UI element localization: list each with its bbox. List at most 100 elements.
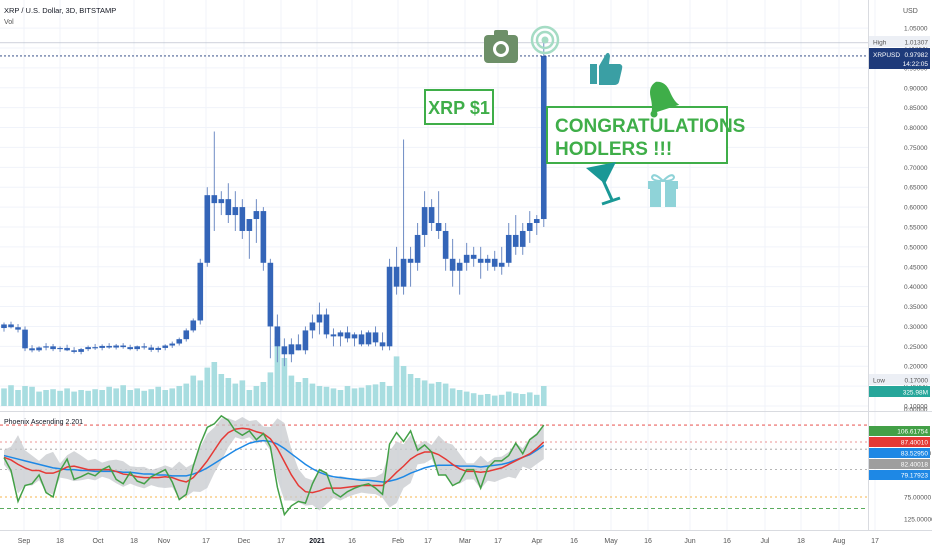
candle-body: [57, 347, 63, 350]
candle-body: [372, 332, 379, 343]
volume-bar: [484, 394, 491, 406]
volume-bar: [358, 387, 365, 406]
candle-body: [484, 258, 491, 263]
congrats-line-2: HODLERS !!!: [555, 139, 672, 160]
volume-bar: [505, 391, 512, 406]
osc-tick-label: 0.00000: [904, 406, 928, 413]
volume-bar: [428, 383, 435, 406]
xrp-1-callout: XRP $1: [424, 89, 494, 125]
volume-bar: [526, 392, 533, 406]
candle-body: [526, 223, 533, 231]
price-tick-label: 0.90000: [904, 85, 928, 92]
high-value: 1.01307: [905, 40, 929, 47]
candle-body: [449, 258, 456, 271]
candle-body: [505, 234, 512, 263]
last-price-badge: XRPUSD 0.97982 14:22:05: [869, 48, 930, 69]
candle-body: [211, 195, 218, 204]
volume-bar: [323, 386, 330, 406]
candle-body: [309, 322, 316, 331]
candle-body: [407, 258, 414, 263]
candle-body: [253, 211, 260, 220]
candle-body: [260, 211, 267, 263]
volume-bar: [127, 390, 133, 406]
candle-body: [239, 207, 246, 231]
time-tick-label: 16: [348, 538, 356, 545]
volume-bar: [316, 386, 323, 406]
volume-bar: [449, 388, 456, 406]
time-axis: Sep 18 Oct 18 Nov 17 Dec 17 2021 16 Feb 17 Mar 17 Apr 1…: [18, 538, 879, 545]
candle-body: [134, 346, 140, 350]
time-tick-label: 16: [644, 538, 652, 545]
time-tick-label: Feb: [392, 538, 404, 545]
candle-body: [288, 344, 295, 355]
indicator-title[interactable]: Phoenix Ascending 2.201: [4, 419, 83, 426]
volume-bar: [540, 386, 547, 406]
volume-bar: [29, 386, 35, 406]
osc-value-badge: [869, 470, 930, 480]
candle-body: [400, 258, 407, 287]
candle-body: [162, 345, 169, 348]
osc-tick-label: 125.00000: [904, 517, 932, 524]
volume-bar: [498, 394, 505, 406]
candle-body: [393, 266, 400, 287]
time-tick-label: Dec: [238, 538, 251, 545]
volume-bar: [533, 394, 540, 406]
candle-body: [358, 334, 365, 345]
time-tick-label: 17: [424, 538, 432, 545]
volume-bar: [302, 378, 309, 406]
candle-body: [344, 332, 351, 339]
candle-body: [43, 346, 49, 348]
volume-bar: [330, 388, 337, 406]
volume-bar: [519, 394, 526, 406]
volume-bar: [190, 375, 197, 406]
volume-bar: [22, 386, 28, 406]
candle-body: [533, 219, 540, 224]
price-tick-label: 0.65000: [904, 185, 928, 192]
camera-icon[interactable]: [484, 30, 518, 63]
osc-value-text: 79.17923: [901, 473, 928, 480]
thumbs-up-icon: [590, 52, 623, 85]
volume-bar: [386, 386, 393, 406]
osc-value-text: 87.40010: [901, 440, 928, 447]
candle-body: [1, 324, 7, 329]
candle-body: [71, 350, 77, 352]
volume-bar: [225, 378, 232, 406]
volume-badge: 325.98M: [869, 386, 930, 397]
candle-body: [99, 345, 105, 348]
candle-body: [232, 207, 239, 216]
candle-body: [106, 345, 112, 348]
price-tick-label: 1.05000: [904, 26, 928, 33]
volume-bar: [351, 388, 358, 406]
price-tick-label: 0.80000: [904, 125, 928, 132]
price-tick-label: 0.85000: [904, 105, 928, 112]
volume-value: 325.98M: [903, 390, 928, 397]
cocktail-icon: [586, 162, 621, 206]
price-tick-label: 0.40000: [904, 284, 928, 291]
high-badge: High 1.01307: [869, 36, 930, 47]
last-value: 0.97982: [905, 52, 929, 59]
candle-body: [113, 345, 119, 348]
time-tick-label: Jun: [684, 538, 695, 545]
volume-bar: [309, 383, 316, 406]
time-tick-label: 16: [570, 538, 578, 545]
volume-bar: [274, 338, 281, 406]
volume-bar: [344, 386, 351, 406]
volume-bar: [260, 382, 267, 406]
candle-body: [29, 348, 35, 351]
signal-icon: [530, 25, 560, 55]
candlesticks: [0, 42, 868, 367]
candle-body: [470, 254, 477, 259]
volume-bar: [71, 391, 77, 406]
volume-bar: [64, 388, 70, 406]
candle-body: [148, 347, 155, 350]
gift-icon: [648, 174, 678, 207]
volume-bar: [239, 380, 246, 406]
time-tick-label: Jul: [761, 538, 770, 545]
time-tick-label: Apr: [532, 538, 544, 545]
symbol-title[interactable]: XRP / U.S. Dollar, 3D, BITSTAMP: [4, 6, 116, 15]
volume-bar: [134, 388, 140, 406]
oscillator-badges: 106.61754 87.40010 83.52950 82.40018 79.1792…: [869, 426, 930, 480]
volume-bar: [435, 382, 442, 406]
time-tick-label: 17: [277, 538, 285, 545]
